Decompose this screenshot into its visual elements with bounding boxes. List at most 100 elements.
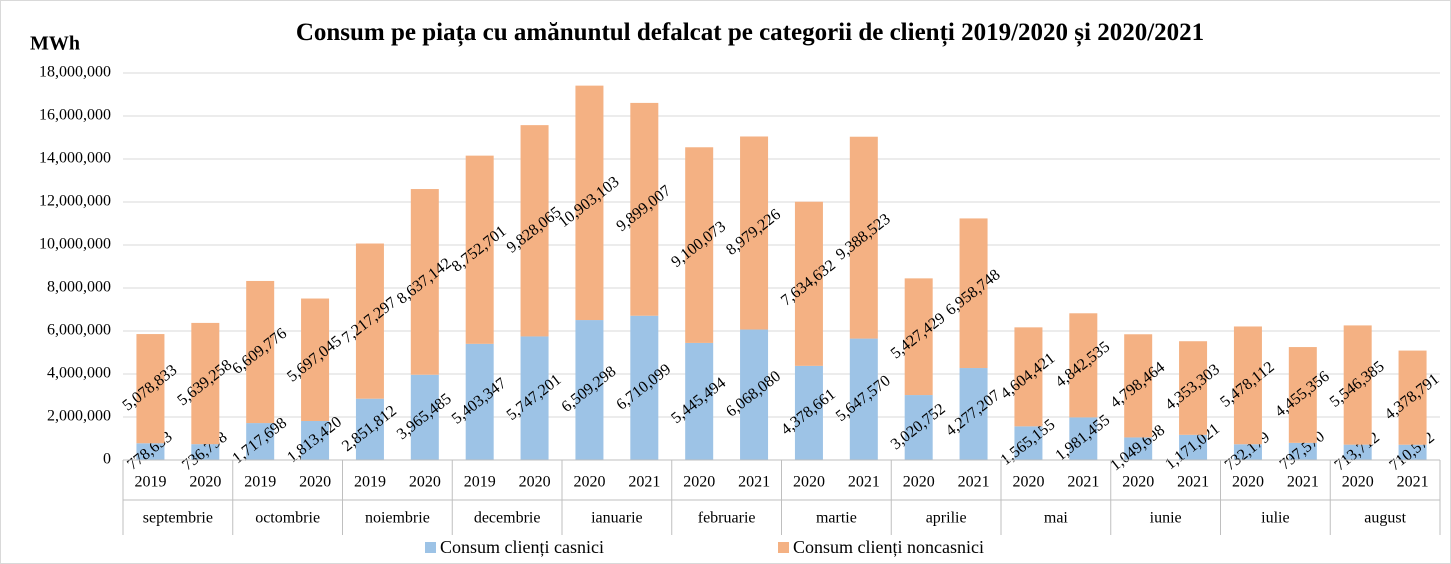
y-tick-label: 10,000,000 xyxy=(39,236,111,253)
bar-segment xyxy=(520,125,549,337)
y-tick-label: 4,000,000 xyxy=(47,365,111,382)
y-tick-label: 0 xyxy=(103,451,111,468)
bar-segment xyxy=(1124,334,1153,438)
bar-segment xyxy=(794,201,823,366)
bar-segment xyxy=(1398,350,1427,445)
bar-segment xyxy=(1343,444,1372,460)
group-label: decembrie xyxy=(474,510,541,527)
x-tick-label: 2021 xyxy=(738,474,770,491)
bar-segment xyxy=(904,395,933,460)
y-tick-label: 2,000,000 xyxy=(47,408,111,425)
x-tick-label: 2020 xyxy=(299,474,331,491)
y-tick-label: 8,000,000 xyxy=(47,279,111,296)
bar-segment xyxy=(1233,326,1262,445)
bar-segment xyxy=(630,102,659,316)
x-tick-label: 2020 xyxy=(1012,474,1044,491)
bar-segment xyxy=(1014,426,1043,460)
x-tick-label: 2020 xyxy=(189,474,221,491)
legend-label: Consum clienți casnici xyxy=(440,537,604,557)
bar-segment xyxy=(191,444,220,460)
x-tick-label: 2020 xyxy=(573,474,605,491)
legend-swatch xyxy=(425,542,436,553)
group-label: noiembrie xyxy=(365,510,430,527)
x-tick-label: 2019 xyxy=(354,474,386,491)
bar-segment xyxy=(685,147,714,343)
bar-segment xyxy=(1124,437,1153,460)
y-tick-label: 18,000,000 xyxy=(39,64,111,81)
bar-segment xyxy=(1179,434,1208,460)
bar-segment xyxy=(136,334,165,444)
x-tick-label: 2020 xyxy=(683,474,715,491)
bar-segment xyxy=(1233,444,1262,460)
bar-segment xyxy=(246,423,275,460)
group-label: octombrie xyxy=(255,510,320,527)
group-label: iunie xyxy=(1150,510,1182,527)
x-tick-label: 2021 xyxy=(628,474,660,491)
x-tick-label: 2021 xyxy=(1287,474,1319,491)
bar-segment xyxy=(410,374,439,460)
bar-segment xyxy=(191,322,220,445)
legend-swatch xyxy=(778,542,789,553)
x-tick-label: 2019 xyxy=(244,474,276,491)
bar-segment xyxy=(465,155,494,344)
bar-segment xyxy=(575,320,604,460)
bar-segment xyxy=(849,338,878,460)
x-tick-label: 2020 xyxy=(793,474,825,491)
x-tick-label: 2019 xyxy=(134,474,166,491)
group-label: februarie xyxy=(698,510,756,527)
x-tick-label: 2020 xyxy=(519,474,551,491)
bar-segment xyxy=(465,343,494,460)
bar-segment xyxy=(794,365,823,460)
bar-segment xyxy=(1343,325,1372,445)
bar-segment xyxy=(1069,313,1098,418)
group-label: iulie xyxy=(1261,510,1289,527)
bar-segment xyxy=(1179,341,1208,435)
bar-segment xyxy=(1288,442,1317,460)
y-tick-label: 12,000,000 xyxy=(39,193,111,210)
chart-title: Consum pe piața cu amănuntul defalcat pe… xyxy=(295,19,1205,46)
group-label: septembrie xyxy=(143,510,213,527)
bar-segment xyxy=(1288,347,1317,443)
bar-segment xyxy=(740,329,769,460)
bar-segment xyxy=(959,218,988,369)
bar-segment xyxy=(1069,417,1098,460)
y-tick-label: 14,000,000 xyxy=(39,150,111,167)
bar-segment xyxy=(1014,327,1043,427)
bar-segment xyxy=(520,336,549,460)
group-label: martie xyxy=(816,510,857,527)
x-tick-label: 2021 xyxy=(958,474,990,491)
x-tick-label: 2020 xyxy=(903,474,935,491)
legend-label: Consum clienți noncasnici xyxy=(793,537,984,557)
x-tick-label: 2019 xyxy=(464,474,496,491)
x-tick-label: 2021 xyxy=(1067,474,1099,491)
bar-segment xyxy=(849,136,878,339)
bar-segment xyxy=(410,189,439,375)
bar-segment xyxy=(136,443,165,460)
bar-segment xyxy=(301,421,330,460)
bar-segment xyxy=(301,298,330,422)
bar-segment xyxy=(630,315,659,460)
bar-segment xyxy=(246,280,275,424)
x-tick-label: 2021 xyxy=(848,474,880,491)
bar-segment xyxy=(355,398,384,460)
bar-segment xyxy=(575,85,604,321)
bar-segment xyxy=(685,342,714,460)
group-label: ianuarie xyxy=(591,510,643,527)
x-tick-label: 2020 xyxy=(409,474,441,491)
y-axis-label: MWh xyxy=(30,33,80,55)
x-tick-label: 2020 xyxy=(1342,474,1374,491)
bar-segment xyxy=(740,136,769,330)
bar-segment xyxy=(355,243,384,399)
group-label: mai xyxy=(1044,510,1069,527)
y-tick-label: 6,000,000 xyxy=(47,322,111,339)
x-tick-label: 2020 xyxy=(1122,474,1154,491)
y-tick-label: 16,000,000 xyxy=(39,107,111,124)
bar-segment xyxy=(959,368,988,460)
x-tick-label: 2020 xyxy=(1232,474,1264,491)
x-tick-label: 2021 xyxy=(1177,474,1209,491)
x-tick-label: 2021 xyxy=(1397,474,1429,491)
bar-segment xyxy=(904,278,933,396)
group-label: august xyxy=(1364,510,1406,527)
